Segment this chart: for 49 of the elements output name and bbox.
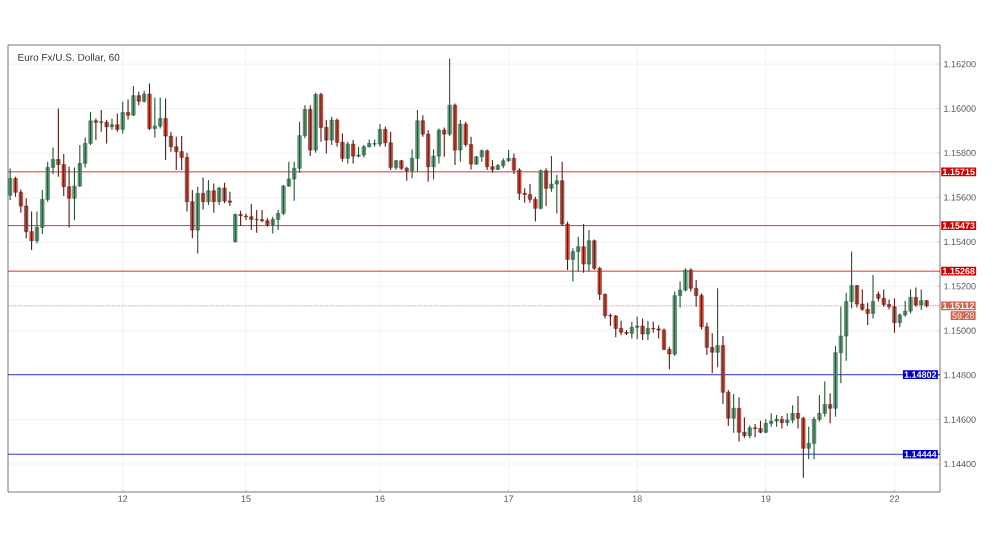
y-tick-label: 1.16000 xyxy=(944,105,976,112)
candlestick xyxy=(313,92,318,154)
ref-line-label: 1.14802 xyxy=(904,371,937,378)
candlestick xyxy=(747,424,752,439)
text: 59:28 xyxy=(952,312,975,319)
candlestick xyxy=(458,119,463,163)
y-tick-label: 1.15400 xyxy=(944,238,976,246)
candlestick xyxy=(345,141,350,164)
x-tick-label: 17 xyxy=(504,495,514,502)
candlestick xyxy=(329,116,334,146)
candlestick xyxy=(447,58,452,137)
x-tick-label: 16 xyxy=(375,495,385,502)
y-tick-label: 1.14600 xyxy=(944,416,976,423)
ref-line-label: 1.15715 xyxy=(942,168,975,175)
candlestick xyxy=(142,90,147,104)
candlestick xyxy=(120,101,125,134)
y-tick-label: 1.14800 xyxy=(944,371,976,379)
candlestick xyxy=(442,126,447,158)
x-tick-label: 18 xyxy=(632,495,642,502)
ref-line-label: 1.15473 xyxy=(942,222,975,229)
y-tick-label: 1.15200 xyxy=(944,283,976,290)
text: Euro Fx/U.S. Dollar, 60 xyxy=(18,53,120,63)
x-tick-label: 12 xyxy=(118,495,128,502)
candlestick xyxy=(206,179,211,206)
x-tick-label: 22 xyxy=(889,495,899,502)
ref-line-label: 1.15268 xyxy=(942,267,975,275)
y-tick-label: 1.14400 xyxy=(944,460,976,468)
candlestick xyxy=(211,182,216,214)
candlestick xyxy=(581,223,586,274)
x-tick-label: 15 xyxy=(241,495,251,502)
candlestick xyxy=(640,317,645,341)
candlestick xyxy=(308,104,313,157)
y-tick-label: 1.15000 xyxy=(944,327,976,334)
candlestick xyxy=(919,288,924,311)
candlestick xyxy=(217,186,222,206)
candlestick xyxy=(233,212,238,244)
candlestick xyxy=(195,186,200,254)
y-tick-label: 1.15600 xyxy=(944,194,976,201)
candlestick xyxy=(131,85,136,117)
y-tick-label: 1.16200 xyxy=(944,60,976,68)
candlestick xyxy=(731,393,736,434)
y-tick-label: 1.15800 xyxy=(944,149,976,157)
x-tick-label: 19 xyxy=(761,495,771,502)
ref-line-label: 1.14444 xyxy=(904,451,937,458)
ref-line-label: 1.15112 xyxy=(942,302,975,310)
candlestick xyxy=(715,287,720,368)
candlestick xyxy=(115,112,120,133)
candlestick xyxy=(538,168,543,210)
candlestick xyxy=(147,82,152,131)
